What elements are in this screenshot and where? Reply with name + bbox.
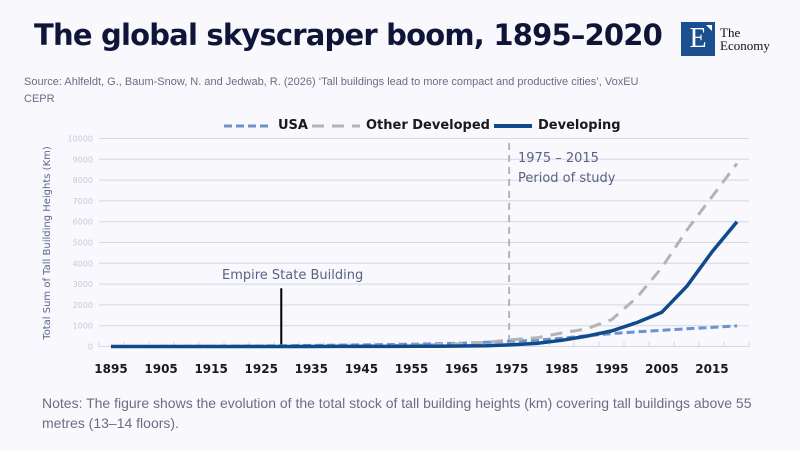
y-tick-label: 6000 xyxy=(73,218,93,227)
y-tick-label: 10000 xyxy=(68,135,93,144)
x-tick-label: 2005 xyxy=(645,362,678,376)
chart-legend: USA Other Developed Developing xyxy=(224,118,625,133)
y-tick-label: 2000 xyxy=(73,301,93,310)
y-tick-label: 7000 xyxy=(73,197,93,206)
y-tick-label: 4000 xyxy=(73,259,93,268)
legend-item-other-developed: Other Developed xyxy=(311,118,490,133)
legend-swatch-developing xyxy=(493,123,532,128)
y-tick-label: 5000 xyxy=(73,239,93,248)
the-economy-logo: E The Economy xyxy=(681,22,770,56)
legend-swatch-usa xyxy=(224,124,272,127)
legend-item-developing: Developing xyxy=(493,118,621,133)
logo-text: The Economy xyxy=(720,26,770,52)
legend-swatch-other-developed xyxy=(311,124,360,127)
y-tick-label: 9000 xyxy=(73,155,93,164)
x-tick-label: 2015 xyxy=(695,362,728,376)
chart-title: The global skyscraper boom, 1895–2020 xyxy=(34,18,663,52)
logo-e-icon: E xyxy=(681,22,715,56)
x-tick-label: 1985 xyxy=(545,362,578,376)
y-tick-label: 8000 xyxy=(73,176,93,185)
logo-line-2: Economy xyxy=(720,38,770,53)
x-tick-label: 1975 xyxy=(495,362,528,376)
x-tick-label: 1925 xyxy=(245,362,278,376)
x-tick-label: 1915 xyxy=(194,362,227,376)
study-period-label-years: 1975 – 2015 xyxy=(518,151,599,166)
series-line-developing xyxy=(111,220,739,349)
legend-label-usa: USA xyxy=(278,118,308,133)
series-lines xyxy=(111,162,739,349)
x-axis: 1895 1905 1915 1925 1935 1945 1955 1965 1975 1985… xyxy=(94,341,750,376)
y-tick-label: 0 xyxy=(88,343,93,352)
y-tick-label: 3000 xyxy=(73,280,93,289)
chart-notes: Notes: The figure shows the evolution of… xyxy=(42,395,752,431)
x-tick-label: 1895 xyxy=(94,362,127,376)
legend-label-developing: Developing xyxy=(537,118,621,133)
source-citation: Source: Ahlfeldt, G., Baum-Snow, N. and … xyxy=(24,76,639,105)
series-line-usa xyxy=(111,324,738,348)
x-tick-label: 1955 xyxy=(395,362,428,376)
x-tick-label: 1935 xyxy=(295,362,328,376)
x-tick-label: 1995 xyxy=(595,362,628,376)
gridlines xyxy=(99,138,749,327)
y-axis-ticks: 0 1000 2000 3000 4000 5000 6000 7000 8000 9000 100… xyxy=(68,135,93,352)
legend-item-usa: USA xyxy=(224,118,308,133)
y-axis-title: Total Sum of Tall Building Heights (Km) xyxy=(42,146,53,341)
x-tick-label: 1965 xyxy=(445,362,478,376)
annotations: Empire State Building 1975 – 2015 Period o… xyxy=(222,143,616,348)
legend-label-other-developed: Other Developed xyxy=(365,118,490,133)
y-tick-label: 1000 xyxy=(73,322,93,331)
study-period-label-desc: Period of study xyxy=(518,171,616,186)
x-tick-label: 1905 xyxy=(144,362,177,376)
logo-line-1: The xyxy=(720,25,741,40)
empire-state-label: Empire State Building xyxy=(222,268,363,283)
x-tick-label: 1945 xyxy=(345,362,378,376)
